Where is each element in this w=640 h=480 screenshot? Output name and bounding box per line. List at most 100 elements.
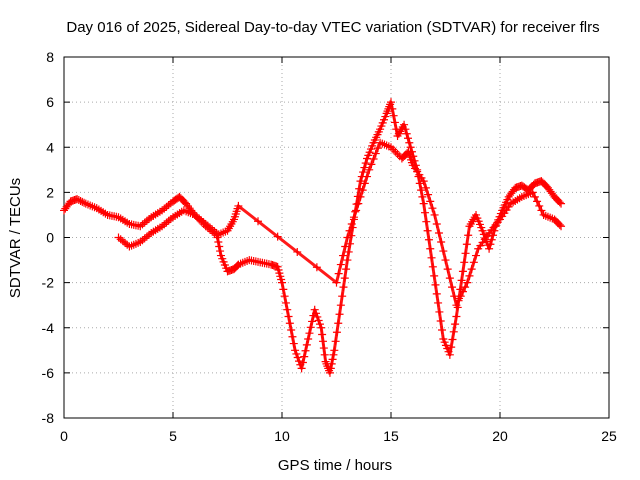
data-point xyxy=(345,226,354,235)
data-point xyxy=(434,298,443,307)
data-point xyxy=(461,249,470,258)
data-point xyxy=(312,309,321,318)
data-point xyxy=(352,206,361,215)
series-line xyxy=(117,141,563,307)
data-point xyxy=(306,323,315,332)
data-point xyxy=(445,274,454,283)
x-axis-label: GPS time / hours xyxy=(278,457,392,474)
data-point xyxy=(432,289,441,298)
data-point xyxy=(215,242,224,251)
x-tick-label: 0 xyxy=(60,428,68,444)
data-point xyxy=(338,292,347,301)
data-point xyxy=(328,355,337,364)
data-point xyxy=(557,199,566,208)
data-point xyxy=(329,350,338,359)
data-point xyxy=(339,251,348,260)
data-point xyxy=(298,358,307,367)
chart-title: Day 016 of 2025, Sidereal Day-to-day VTE… xyxy=(66,19,599,36)
data-point xyxy=(334,319,343,328)
data-point xyxy=(555,220,564,229)
data-point xyxy=(342,265,351,274)
series-SDTVAR-secondary xyxy=(114,138,566,310)
data-point xyxy=(339,283,348,292)
data-point xyxy=(254,217,263,226)
data-point xyxy=(432,219,441,228)
data-point xyxy=(555,198,564,207)
data-point xyxy=(537,206,546,215)
data-point xyxy=(292,349,301,358)
data-point xyxy=(336,301,345,310)
series-SDTVAR xyxy=(60,98,566,377)
data-point xyxy=(424,190,433,199)
data-point xyxy=(280,292,289,301)
data-point xyxy=(325,368,334,377)
data-point xyxy=(360,179,369,188)
data-point xyxy=(283,305,292,314)
data-point xyxy=(436,316,445,325)
y-tick-label: 0 xyxy=(46,230,54,246)
data-point xyxy=(287,326,296,335)
data-point xyxy=(439,247,448,256)
data-point xyxy=(458,267,467,276)
data-point xyxy=(80,198,89,207)
data-point xyxy=(318,337,327,346)
data-point xyxy=(373,144,382,153)
data-point xyxy=(284,312,293,321)
data-point xyxy=(330,346,339,355)
data-series xyxy=(60,98,566,377)
data-point xyxy=(428,204,437,213)
data-point xyxy=(417,186,426,195)
data-point xyxy=(313,312,322,321)
data-point xyxy=(369,154,378,163)
data-point xyxy=(427,253,436,262)
data-point xyxy=(469,258,478,267)
data-point xyxy=(344,247,353,256)
data-point xyxy=(448,283,457,292)
data-point xyxy=(424,235,433,244)
data-point xyxy=(434,228,443,237)
data-point xyxy=(421,208,430,217)
data-point xyxy=(356,177,365,186)
data-point xyxy=(557,222,566,231)
data-point xyxy=(460,258,469,267)
data-point xyxy=(74,196,83,205)
data-point xyxy=(358,186,367,195)
data-point xyxy=(465,271,474,280)
data-point xyxy=(487,235,496,244)
data-point xyxy=(430,271,439,280)
data-point xyxy=(426,244,435,253)
data-point xyxy=(320,350,329,359)
data-point xyxy=(533,197,542,206)
data-point xyxy=(402,129,411,138)
data-point xyxy=(300,352,309,361)
data-point xyxy=(332,278,341,287)
data-point xyxy=(405,138,414,147)
y-tick-label: -8 xyxy=(42,410,55,426)
data-point xyxy=(435,307,444,316)
data-point xyxy=(335,310,344,319)
data-point xyxy=(310,305,319,314)
data-point xyxy=(467,265,476,274)
data-point xyxy=(327,359,336,368)
y-tick-label: -2 xyxy=(42,275,55,291)
data-point xyxy=(388,104,397,113)
data-point xyxy=(359,168,368,177)
data-point xyxy=(390,118,399,127)
data-point xyxy=(363,172,372,181)
data-point xyxy=(293,353,302,362)
data-point xyxy=(422,217,431,226)
data-point xyxy=(472,251,481,260)
data-point xyxy=(281,298,290,307)
data-point xyxy=(454,296,463,305)
data-point xyxy=(461,283,470,292)
data-point xyxy=(457,276,466,285)
data-point xyxy=(445,350,454,359)
x-tick-label: 10 xyxy=(274,428,290,444)
data-point xyxy=(367,160,376,169)
data-point xyxy=(308,317,317,326)
data-point xyxy=(419,199,428,208)
data-point xyxy=(361,159,370,168)
y-tick-label: -6 xyxy=(42,365,55,381)
data-point xyxy=(279,285,288,294)
data-point xyxy=(441,256,450,265)
